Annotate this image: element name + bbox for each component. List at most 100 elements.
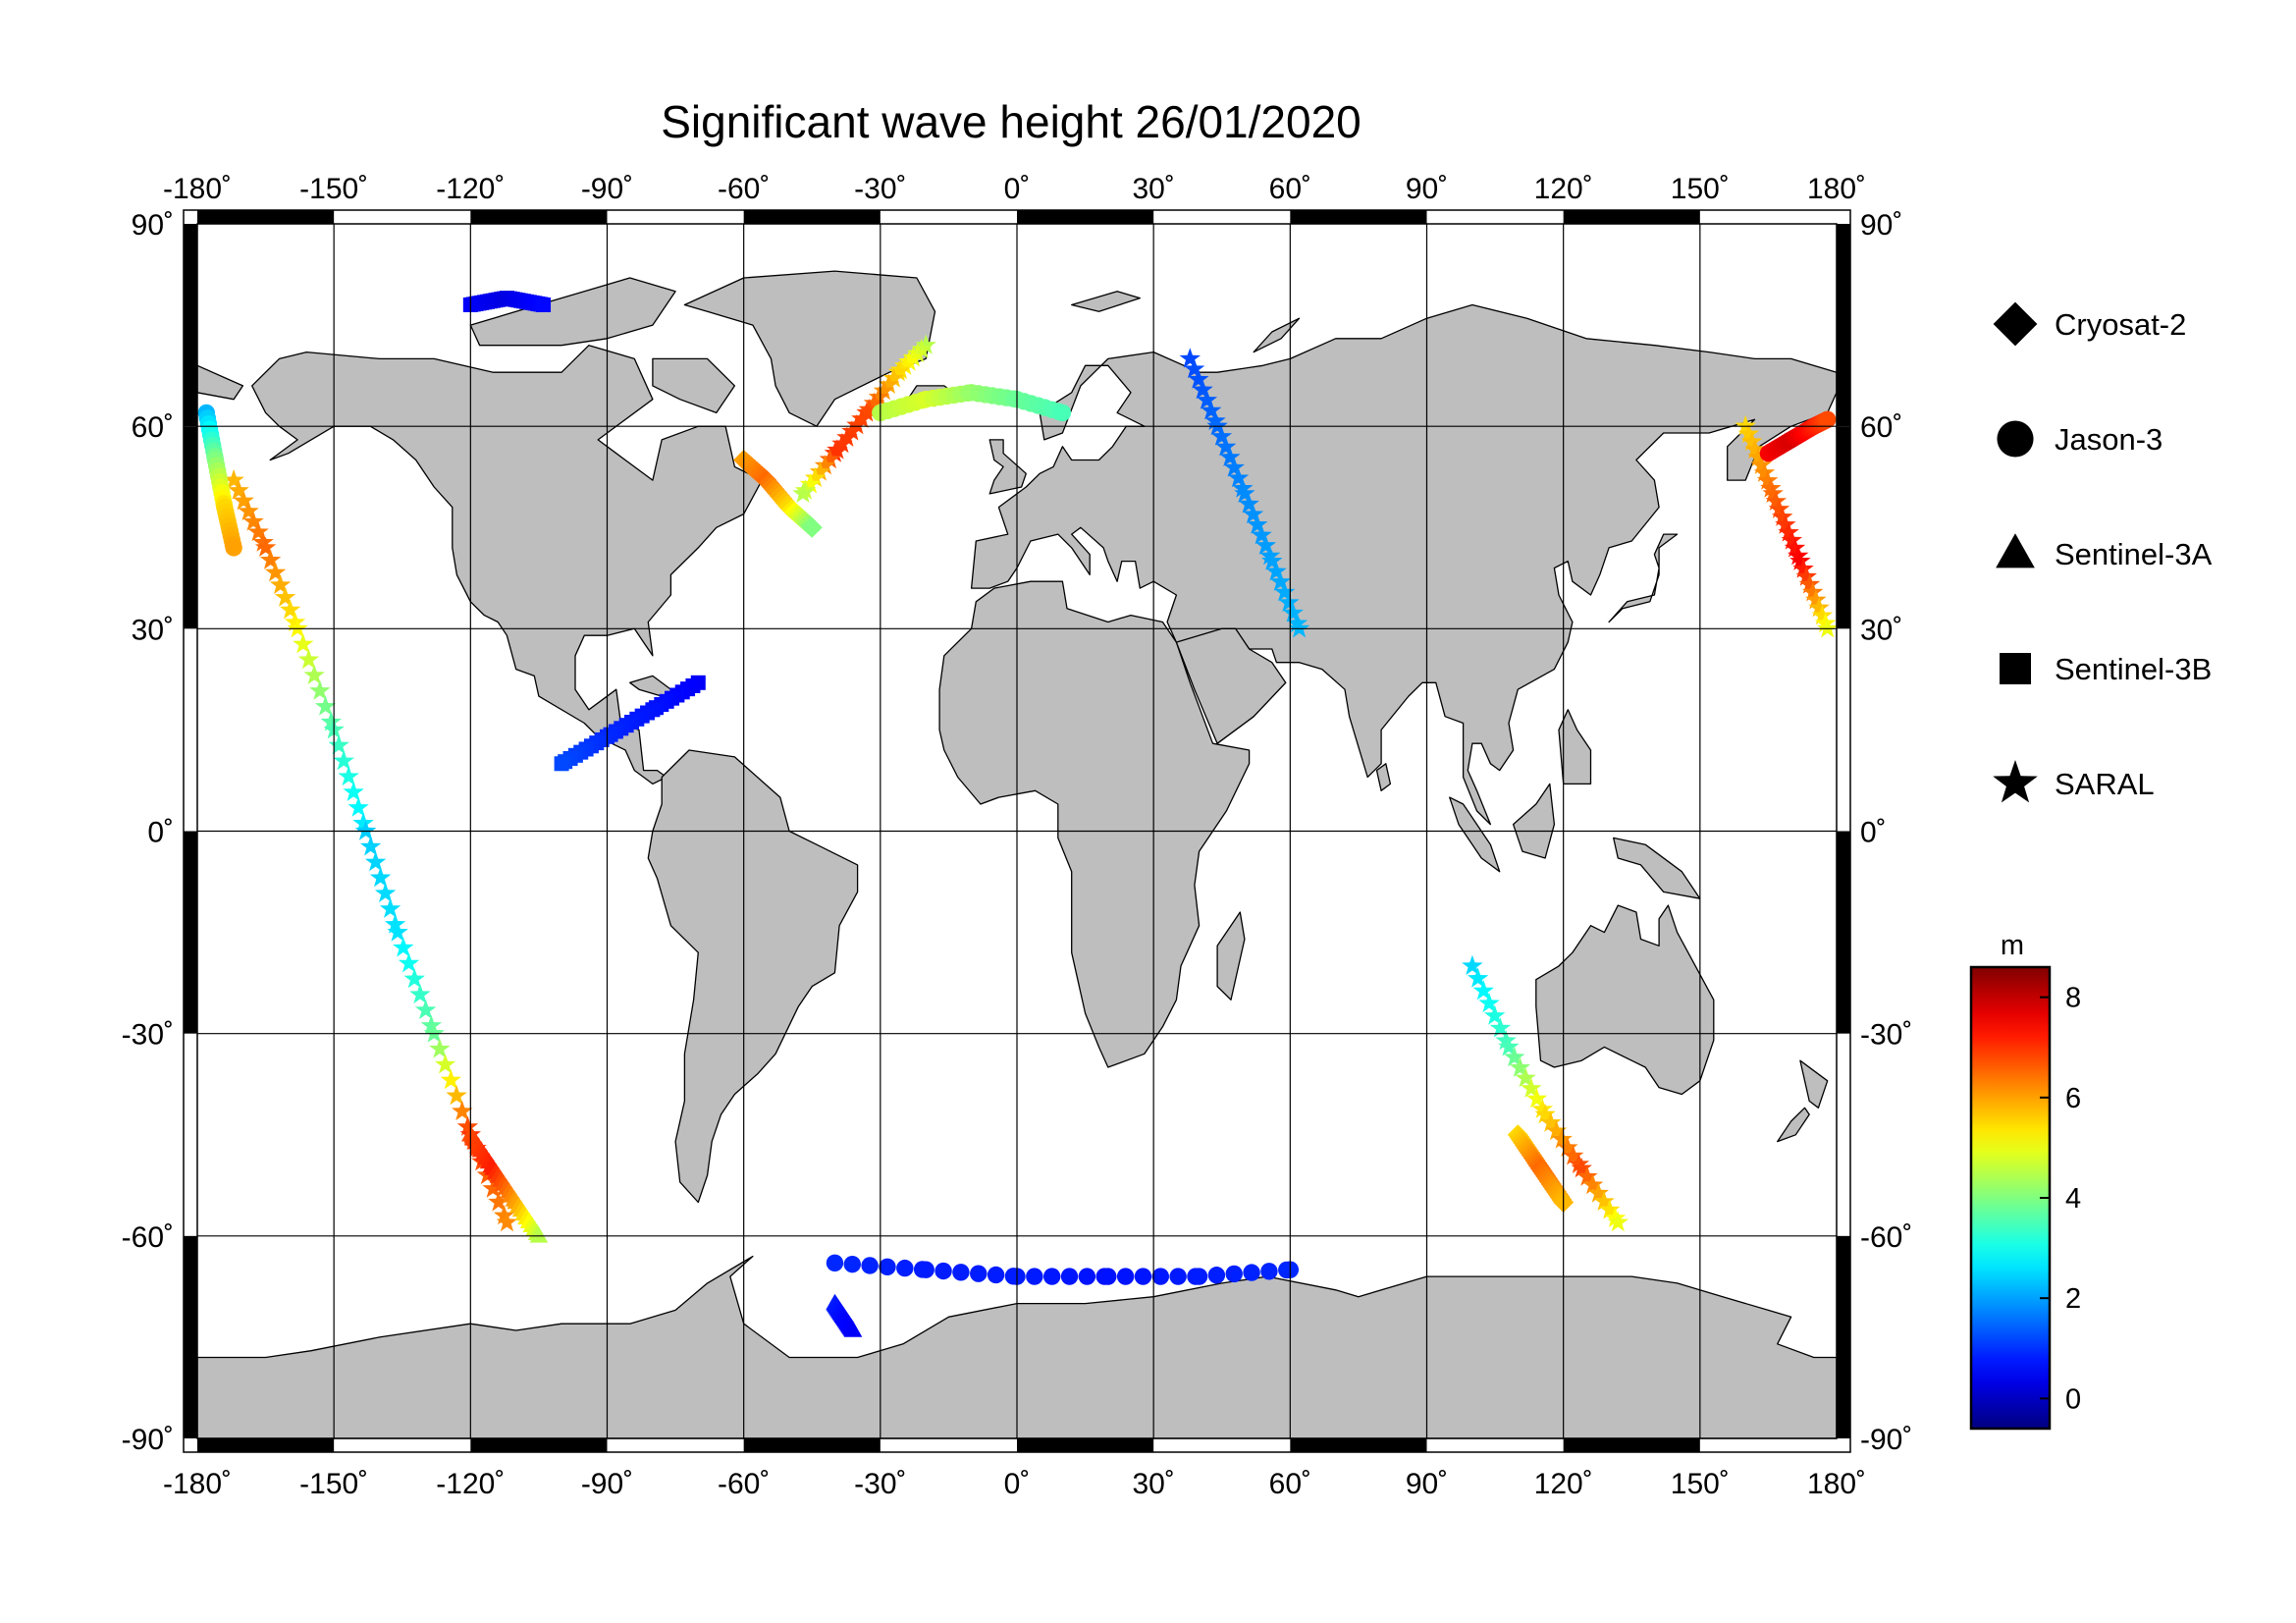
track-point bbox=[1484, 1004, 1506, 1025]
land-sri-lanka bbox=[1375, 763, 1392, 791]
track-point bbox=[1504, 1046, 1525, 1067]
track-point bbox=[841, 420, 863, 441]
track-point bbox=[1207, 1267, 1226, 1284]
track-point bbox=[1026, 1268, 1043, 1285]
frame-segment-bottom bbox=[1290, 1438, 1427, 1452]
track-point bbox=[1060, 1268, 1079, 1285]
track-point bbox=[1478, 992, 1500, 1013]
track-point bbox=[333, 749, 354, 771]
track-point bbox=[819, 448, 841, 469]
lon-tick-label-bottom: 180˚ bbox=[1807, 1468, 1866, 1500]
land-australia bbox=[1535, 904, 1715, 1096]
colorbar-tick-label: 8 bbox=[2065, 983, 2081, 1014]
track-point bbox=[364, 851, 387, 872]
track-point bbox=[827, 439, 848, 460]
track-point bbox=[861, 1257, 879, 1274]
lon-tick-label-bottom: -150˚ bbox=[299, 1468, 368, 1500]
lon-tick-label-bottom: 150˚ bbox=[1671, 1468, 1730, 1500]
track-point bbox=[343, 781, 364, 801]
track-point bbox=[274, 586, 296, 607]
lon-tick-label-top: -60˚ bbox=[718, 173, 770, 205]
series-cryosat-2 bbox=[733, 450, 1575, 1213]
track-point bbox=[1232, 477, 1254, 498]
track-point bbox=[488, 1191, 509, 1212]
lon-tick-label-bottom: 0˚ bbox=[1004, 1468, 1031, 1500]
ground-track bbox=[1462, 954, 1629, 1232]
land-new-guinea bbox=[1613, 837, 1701, 899]
colorbar-unit: m bbox=[2001, 930, 2024, 961]
map-frame bbox=[183, 209, 1851, 1453]
ground-track bbox=[1507, 1124, 1575, 1213]
track-point bbox=[1581, 1173, 1604, 1195]
track-point bbox=[1788, 545, 1809, 566]
track-point bbox=[482, 1177, 504, 1198]
lon-tick-label-bottom: 30˚ bbox=[1132, 1468, 1174, 1500]
graticule bbox=[197, 224, 1837, 1438]
track-point bbox=[1243, 1264, 1260, 1281]
track-point bbox=[1116, 1268, 1135, 1285]
track-point bbox=[279, 599, 301, 620]
lat-tick-label-right: 90˚ bbox=[1860, 209, 1902, 242]
track-point bbox=[1227, 466, 1250, 488]
series-sentinel-3b bbox=[462, 291, 706, 772]
track-point bbox=[1747, 446, 1769, 466]
track-point bbox=[1042, 1268, 1061, 1285]
lon-tick-label-bottom: -120˚ bbox=[436, 1468, 505, 1500]
satellite-legend: Cryosat-2 Jason-3 Sentinel-3A Sentinel-3B SA… bbox=[1993, 301, 2213, 803]
track-point bbox=[1286, 612, 1308, 633]
track-point bbox=[359, 836, 382, 856]
lon-tick-label-top: -30˚ bbox=[854, 173, 906, 205]
land-greenland bbox=[683, 270, 936, 427]
track-point bbox=[247, 520, 269, 542]
ground-track bbox=[1179, 348, 1310, 638]
track-point bbox=[826, 1254, 844, 1272]
track-point bbox=[423, 1022, 445, 1043]
track-point bbox=[387, 921, 408, 942]
lon-tick-label-top: 0˚ bbox=[1004, 173, 1031, 205]
track-point bbox=[434, 1054, 456, 1074]
track-point bbox=[338, 765, 359, 786]
track-point bbox=[352, 812, 374, 833]
lon-tick-label-bottom: -30˚ bbox=[854, 1468, 906, 1500]
track-point bbox=[1210, 425, 1233, 446]
track-point bbox=[1247, 514, 1268, 534]
satellite-tracks bbox=[197, 291, 1839, 1337]
track-point bbox=[863, 392, 885, 412]
track-point bbox=[1557, 1136, 1578, 1158]
lon-tick-label-top: 150˚ bbox=[1671, 173, 1730, 205]
series-saral bbox=[223, 334, 1839, 1232]
ground-track bbox=[461, 1125, 549, 1243]
track-point bbox=[264, 562, 287, 582]
track-point bbox=[1531, 1098, 1553, 1118]
track-point bbox=[1223, 457, 1245, 477]
track-point bbox=[1472, 980, 1494, 1001]
frame-segment-right bbox=[1837, 1235, 1850, 1438]
frame-segment-bottom bbox=[1017, 1438, 1154, 1452]
track-point bbox=[1735, 414, 1756, 436]
track-point bbox=[801, 516, 823, 538]
lon-tick-label-top: -90˚ bbox=[581, 173, 633, 205]
track-point bbox=[1201, 400, 1222, 420]
track-point bbox=[1265, 560, 1287, 581]
track-point bbox=[1781, 529, 1802, 550]
frame-segment-bottom bbox=[197, 1438, 335, 1452]
track-point bbox=[269, 573, 292, 594]
track-point bbox=[1817, 618, 1839, 638]
track-point bbox=[1099, 1268, 1117, 1285]
land-south-america bbox=[647, 749, 859, 1204]
track-point bbox=[1169, 1268, 1187, 1285]
track-point bbox=[1768, 498, 1790, 518]
track-point bbox=[1188, 368, 1209, 389]
legend-label: Jason-3 bbox=[2055, 422, 2163, 457]
track-point bbox=[1190, 1268, 1208, 1285]
track-point bbox=[1204, 409, 1226, 430]
track-point bbox=[1576, 1165, 1598, 1186]
track-point bbox=[225, 539, 242, 557]
lat-tick-label-left: 60˚ bbox=[132, 411, 174, 444]
lat-tick-label-right: -30˚ bbox=[1860, 1019, 1912, 1052]
track-point bbox=[529, 1226, 549, 1243]
land-eurasia bbox=[970, 303, 1838, 826]
track-point bbox=[1551, 1128, 1573, 1149]
colorbar-ramp bbox=[1969, 965, 2052, 1431]
track-point bbox=[952, 1264, 970, 1281]
